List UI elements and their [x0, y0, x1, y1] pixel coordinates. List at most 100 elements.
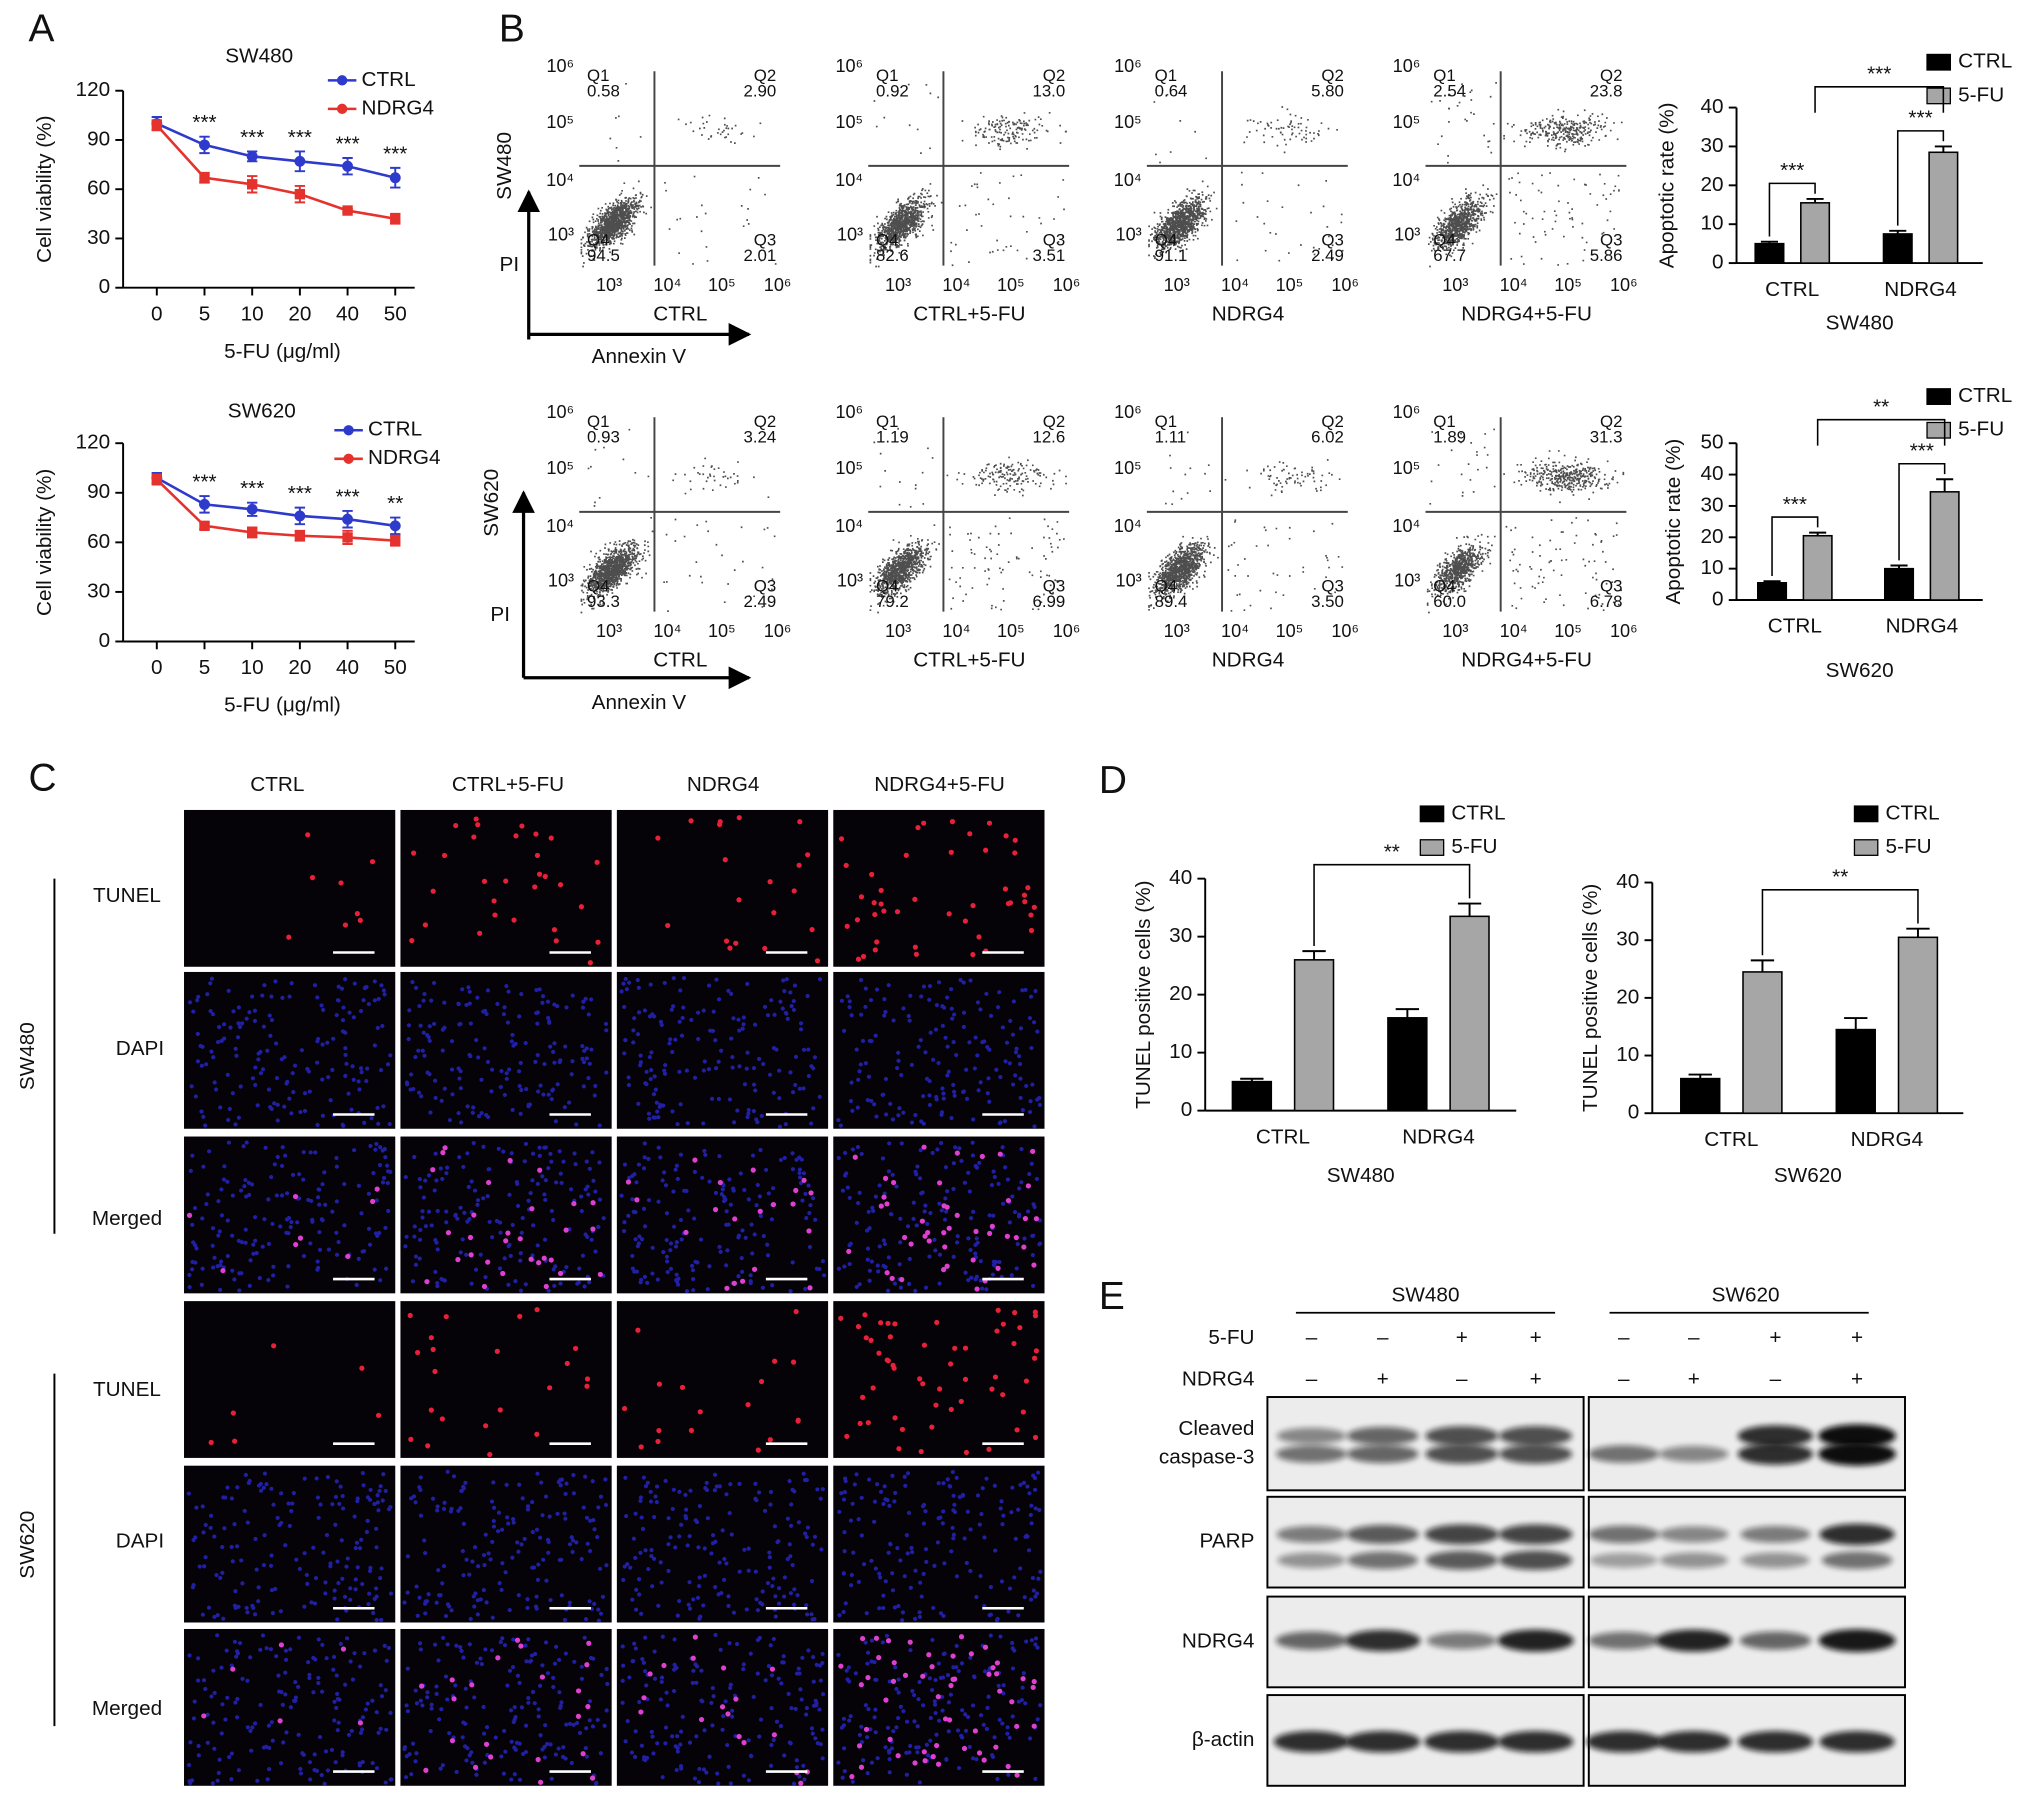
x-tick-label: 10⁶ — [1610, 621, 1638, 641]
bar — [1754, 242, 1785, 264]
x-tick-label: NDRG4 — [1402, 1125, 1475, 1148]
treatment-sign: – — [1618, 1326, 1630, 1349]
x-tick-label: 10⁶ — [1331, 275, 1359, 295]
legend-swatch — [1926, 53, 1952, 71]
y-tick-label: 0 — [1712, 251, 1724, 274]
y-tick-label: 30 — [1616, 928, 1639, 951]
quadrant-name: Q4 — [1155, 577, 1177, 596]
bar — [1449, 915, 1490, 1112]
band — [1818, 1442, 1896, 1466]
quadrant-value: 89.4 — [1155, 592, 1188, 611]
quadrant-name: Q2 — [1600, 66, 1622, 85]
group-label: SW480 — [1392, 1283, 1460, 1306]
significance: *** — [1867, 63, 1891, 86]
error-bar — [1395, 1008, 1420, 1018]
band — [1656, 1731, 1732, 1753]
significance-bracket — [1898, 462, 1946, 561]
quadrant-name: Q2 — [754, 66, 776, 85]
quadrant-name: Q1 — [1155, 66, 1177, 85]
significance: *** — [240, 477, 264, 500]
band — [1276, 1427, 1347, 1444]
y-tick-label: 10⁶ — [546, 402, 574, 422]
x-tick-label: 10⁶ — [764, 275, 792, 295]
treatment-sign: – — [1377, 1326, 1389, 1349]
data-point — [151, 120, 162, 131]
y-tick-label: 20 — [1616, 985, 1639, 1008]
bar — [1882, 233, 1913, 264]
x-tick-label: 5 — [199, 656, 211, 679]
data-point — [294, 188, 306, 200]
y-tick-label: 10⁴ — [1392, 516, 1420, 536]
significance: *** — [288, 126, 312, 149]
y-tick-label: 120 — [76, 78, 111, 101]
micrograph — [616, 809, 829, 967]
legend-label: CTRL — [362, 68, 416, 91]
y-tick-label: 10⁴ — [1114, 170, 1142, 190]
x-tick-label: 20 — [288, 302, 311, 325]
protein-label: β-actin — [1192, 1728, 1255, 1751]
x-tick-label: 10⁴ — [1500, 275, 1528, 295]
y-tick-label: 30 — [87, 226, 110, 249]
cell-line-label: SW620 — [480, 469, 503, 537]
x-tick-label: 10⁴ — [653, 275, 681, 295]
micrograph — [400, 1465, 612, 1623]
bar — [1800, 202, 1831, 264]
x-tick-label: 10⁴ — [653, 621, 681, 641]
chart-title: SW480 — [225, 45, 293, 68]
significance: *** — [383, 142, 407, 165]
y-tick-label: 90 — [87, 480, 110, 503]
legend-swatch — [1419, 805, 1445, 823]
protein-label: NDRG4 — [1182, 1629, 1255, 1652]
quadrant-name: Q2 — [1321, 412, 1343, 431]
band — [1499, 1426, 1573, 1446]
micrograph — [616, 1465, 829, 1623]
protein-label: PARP — [1200, 1530, 1255, 1553]
nuclei — [187, 1140, 393, 1293]
band — [1499, 1444, 1573, 1464]
quadrant-value: 2.49 — [743, 592, 776, 611]
data-point — [390, 213, 401, 224]
quadrant-name: Q2 — [754, 412, 776, 431]
legend-label: NDRG4 — [368, 446, 441, 469]
panel-label: E — [1099, 1275, 1125, 1318]
legend-swatch — [1926, 87, 1952, 105]
y-tick-label: 10⁶ — [835, 56, 863, 76]
y-tick-label: 10⁴ — [1114, 516, 1142, 536]
treatment-sign: + — [1851, 1368, 1863, 1391]
quadrant-value: 82.6 — [876, 246, 909, 265]
band — [1659, 1526, 1729, 1543]
data-point — [294, 510, 306, 522]
bar — [1742, 971, 1783, 1114]
treatment-label: 5-FU — [1208, 1326, 1254, 1349]
quadrant-value: 93.3 — [587, 592, 620, 611]
micrograph — [184, 1136, 396, 1294]
quadrant-name: Q1 — [1433, 66, 1455, 85]
bar — [1680, 1077, 1721, 1114]
x-tick-label: 10⁵ — [708, 621, 736, 641]
micrograph — [400, 809, 612, 967]
x-tick-label: 10 — [241, 302, 264, 325]
y-tick-label: 10⁴ — [546, 170, 574, 190]
events-q2 — [677, 114, 762, 144]
band — [1275, 1631, 1348, 1650]
events-q2 — [1224, 459, 1341, 497]
band — [1498, 1524, 1573, 1545]
quadrant-value: 0.92 — [876, 81, 909, 100]
sample-label: NDRG4+5-FU — [1461, 648, 1592, 671]
quadrant-value: 1.11 — [1155, 427, 1187, 446]
nuclei — [187, 976, 393, 1128]
y-tick-label: 40 — [1616, 870, 1639, 893]
column-header: CTRL — [250, 773, 304, 796]
y-tick-label: 10³ — [837, 571, 863, 591]
events-q3 — [1227, 519, 1344, 612]
protein-label: caspase-3 — [1159, 1445, 1255, 1468]
events-q2 — [672, 457, 770, 499]
significance: *** — [1908, 107, 1932, 130]
error-bar — [1457, 902, 1482, 917]
events-q4 — [1427, 184, 1498, 268]
quadrant-value: 3.24 — [743, 427, 776, 446]
quadrant-value: 0.93 — [587, 427, 620, 446]
y-tick-label: 10⁵ — [546, 112, 574, 132]
quadrant-value: 23.8 — [1590, 81, 1623, 100]
legend-label: NDRG4 — [362, 96, 435, 119]
